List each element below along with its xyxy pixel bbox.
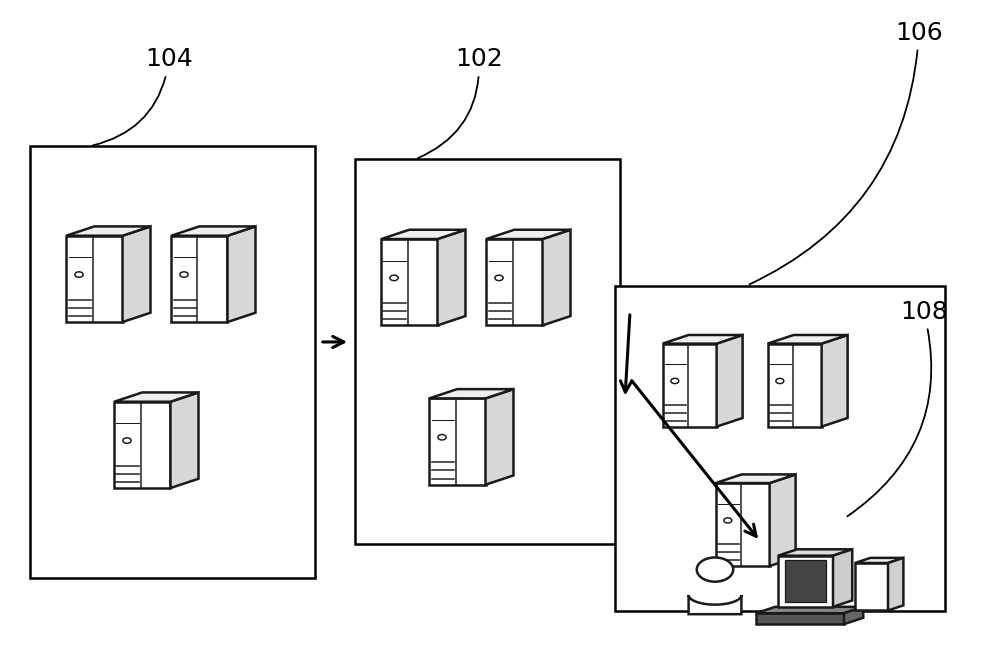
- Circle shape: [697, 558, 733, 582]
- Polygon shape: [717, 335, 743, 427]
- Polygon shape: [171, 236, 227, 322]
- Polygon shape: [689, 595, 741, 614]
- Polygon shape: [770, 475, 796, 566]
- Polygon shape: [822, 335, 848, 427]
- Polygon shape: [66, 236, 122, 322]
- Text: 108: 108: [847, 299, 948, 517]
- Circle shape: [75, 272, 83, 278]
- Circle shape: [495, 275, 503, 281]
- Polygon shape: [768, 344, 822, 427]
- Circle shape: [724, 518, 732, 523]
- Polygon shape: [542, 230, 570, 325]
- Polygon shape: [663, 344, 717, 427]
- Polygon shape: [756, 607, 863, 614]
- Polygon shape: [114, 392, 198, 402]
- Circle shape: [123, 438, 131, 444]
- Circle shape: [438, 434, 446, 440]
- Polygon shape: [888, 558, 903, 610]
- Circle shape: [671, 378, 679, 384]
- Polygon shape: [768, 335, 848, 344]
- Polygon shape: [171, 226, 256, 236]
- Polygon shape: [122, 226, 150, 322]
- Polygon shape: [778, 549, 852, 556]
- Polygon shape: [756, 614, 844, 624]
- Polygon shape: [381, 239, 438, 325]
- Polygon shape: [429, 389, 514, 398]
- Circle shape: [776, 378, 784, 384]
- Polygon shape: [663, 335, 743, 344]
- Polygon shape: [66, 226, 150, 236]
- Polygon shape: [486, 230, 570, 239]
- Text: 104: 104: [93, 47, 193, 145]
- FancyBboxPatch shape: [355, 159, 620, 544]
- Polygon shape: [855, 563, 888, 610]
- FancyBboxPatch shape: [30, 146, 315, 578]
- Text: 102: 102: [418, 47, 503, 158]
- Polygon shape: [855, 558, 903, 563]
- Polygon shape: [844, 607, 863, 624]
- Polygon shape: [170, 392, 198, 488]
- Polygon shape: [833, 549, 852, 607]
- Polygon shape: [778, 556, 833, 607]
- Polygon shape: [227, 226, 256, 322]
- Polygon shape: [785, 560, 826, 602]
- Circle shape: [390, 275, 398, 281]
- Polygon shape: [438, 230, 466, 325]
- Polygon shape: [114, 402, 170, 488]
- Polygon shape: [716, 483, 770, 566]
- Circle shape: [180, 272, 188, 278]
- Polygon shape: [381, 230, 466, 239]
- Text: 106: 106: [750, 21, 943, 284]
- Polygon shape: [429, 398, 486, 485]
- Polygon shape: [486, 239, 542, 325]
- Polygon shape: [486, 389, 514, 485]
- Polygon shape: [716, 475, 796, 483]
- FancyBboxPatch shape: [615, 286, 945, 611]
